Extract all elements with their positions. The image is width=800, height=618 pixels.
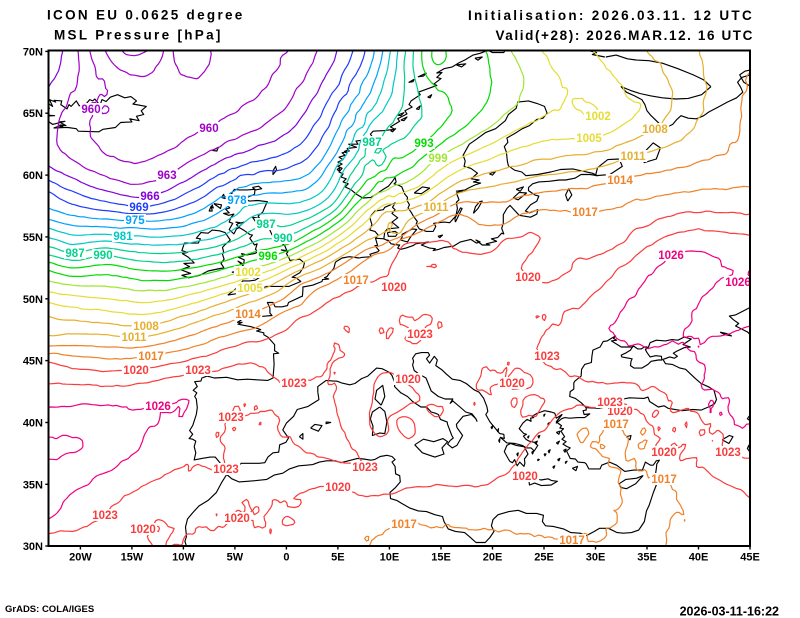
svg-text:1020: 1020 <box>381 282 407 294</box>
svg-text:1020: 1020 <box>651 447 677 459</box>
svg-text:MSL Pressure [hPa]: MSL Pressure [hPa] <box>54 28 223 43</box>
svg-text:990: 990 <box>273 233 292 245</box>
svg-text:10E: 10E <box>380 552 400 564</box>
svg-text:1023: 1023 <box>407 329 433 341</box>
svg-text:1017: 1017 <box>651 474 677 486</box>
svg-text:1011: 1011 <box>122 332 148 344</box>
svg-text:1020: 1020 <box>607 406 633 418</box>
svg-text:25E: 25E <box>534 552 554 564</box>
svg-text:70N: 70N <box>23 46 43 58</box>
svg-text:15E: 15E <box>431 552 451 564</box>
svg-text:1017: 1017 <box>603 419 629 431</box>
svg-text:1023: 1023 <box>281 378 307 390</box>
svg-text:Valid(+28): 2026.MAR.12. 16 UT: Valid(+28): 2026.MAR.12. 16 UTC <box>495 28 754 43</box>
svg-text:1026: 1026 <box>145 401 171 413</box>
svg-text:1020: 1020 <box>395 374 421 386</box>
svg-text:975: 975 <box>125 215 145 227</box>
svg-text:Initialisation: 2026.03.11. 12: Initialisation: 2026.03.11. 12 UTC <box>468 8 754 23</box>
svg-text:990: 990 <box>93 250 112 262</box>
svg-text:GrADS: COLA/IGES: GrADS: COLA/IGES <box>5 604 94 615</box>
svg-text:1026: 1026 <box>725 277 751 289</box>
svg-text:1017: 1017 <box>138 351 164 363</box>
svg-text:987: 987 <box>256 219 275 231</box>
svg-text:993: 993 <box>414 138 433 150</box>
svg-text:60N: 60N <box>23 170 43 182</box>
svg-text:1017: 1017 <box>559 535 585 547</box>
svg-text:5W: 5W <box>227 552 244 564</box>
svg-text:987: 987 <box>65 248 84 260</box>
svg-text:1023: 1023 <box>92 510 118 522</box>
svg-text:1017: 1017 <box>391 519 417 531</box>
svg-text:1023: 1023 <box>597 397 623 409</box>
svg-text:2026-03-11-16:22: 2026-03-11-16:22 <box>680 605 779 618</box>
svg-text:1008: 1008 <box>133 321 159 333</box>
svg-text:987: 987 <box>362 137 381 149</box>
svg-text:15W: 15W <box>121 552 144 564</box>
svg-text:5E: 5E <box>331 552 344 564</box>
svg-text:978: 978 <box>227 195 247 207</box>
svg-text:996: 996 <box>258 251 277 263</box>
svg-text:0: 0 <box>283 552 289 564</box>
svg-text:1026: 1026 <box>658 250 684 262</box>
svg-text:1014: 1014 <box>235 309 261 321</box>
svg-text:1023: 1023 <box>185 365 211 377</box>
svg-text:45E: 45E <box>740 552 760 564</box>
svg-text:1017: 1017 <box>343 275 369 287</box>
svg-text:1017: 1017 <box>572 207 598 219</box>
svg-text:1023: 1023 <box>715 447 741 459</box>
svg-text:1020: 1020 <box>123 365 149 377</box>
svg-text:30E: 30E <box>586 552 606 564</box>
svg-text:969: 969 <box>129 202 148 214</box>
svg-text:981: 981 <box>113 231 133 243</box>
svg-text:10W: 10W <box>172 552 195 564</box>
svg-text:1020: 1020 <box>515 272 541 284</box>
svg-text:1023: 1023 <box>218 412 244 424</box>
svg-text:65N: 65N <box>23 108 43 120</box>
svg-text:1014: 1014 <box>607 175 633 187</box>
svg-text:1023: 1023 <box>352 462 378 474</box>
svg-text:35N: 35N <box>23 479 43 491</box>
svg-text:1020: 1020 <box>325 482 351 494</box>
svg-text:960: 960 <box>81 104 100 116</box>
svg-text:963: 963 <box>157 170 176 182</box>
svg-text:50N: 50N <box>23 294 43 306</box>
svg-text:1002: 1002 <box>585 111 611 123</box>
svg-text:40N: 40N <box>23 418 43 430</box>
svg-text:1011: 1011 <box>621 151 647 163</box>
svg-text:1023: 1023 <box>534 351 560 363</box>
svg-text:40E: 40E <box>689 552 709 564</box>
svg-text:1005: 1005 <box>576 133 602 145</box>
svg-text:35E: 35E <box>637 552 657 564</box>
svg-text:1023: 1023 <box>213 464 239 476</box>
svg-text:20W: 20W <box>69 552 92 564</box>
svg-text:20E: 20E <box>483 552 503 564</box>
svg-text:1020: 1020 <box>499 378 525 390</box>
svg-text:1002: 1002 <box>235 267 261 279</box>
svg-text:999: 999 <box>428 153 447 165</box>
svg-text:1020: 1020 <box>512 471 538 483</box>
svg-text:1020: 1020 <box>130 524 156 536</box>
svg-text:45N: 45N <box>23 356 43 368</box>
svg-text:1005: 1005 <box>237 283 263 295</box>
svg-text:55N: 55N <box>23 232 43 244</box>
svg-text:1008: 1008 <box>642 124 668 136</box>
svg-text:1011: 1011 <box>424 202 450 214</box>
svg-text:960: 960 <box>199 123 218 135</box>
svg-text:1020: 1020 <box>224 513 250 525</box>
svg-text:ICON EU 0.0625 degree: ICON EU 0.0625 degree <box>47 8 245 23</box>
svg-text:966: 966 <box>140 191 159 203</box>
svg-text:30N: 30N <box>23 541 43 553</box>
